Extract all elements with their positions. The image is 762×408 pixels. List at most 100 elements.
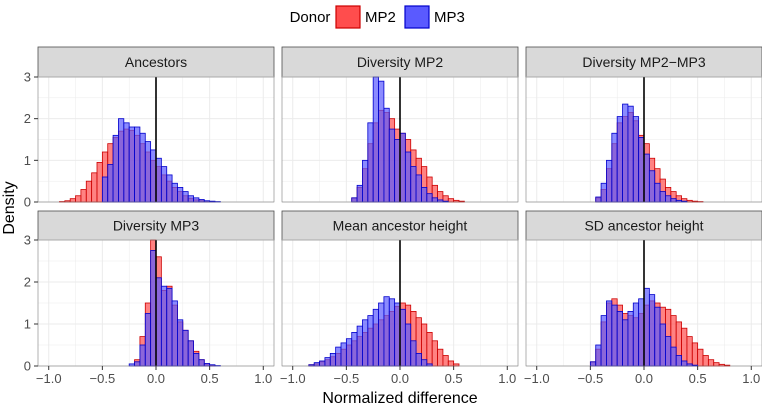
histogram-bar xyxy=(128,363,135,367)
histogram-bar xyxy=(654,182,661,203)
histogram-bar xyxy=(203,363,211,367)
panel-border xyxy=(281,76,519,203)
histogram-bar xyxy=(659,323,666,367)
histogram-bar xyxy=(372,308,379,367)
x-tick-label: 1.0 xyxy=(498,371,516,386)
panel-title: Diversity MP3 xyxy=(113,218,200,234)
histogram-bar xyxy=(627,105,634,203)
histogram-bar xyxy=(437,199,444,203)
histogram-bar xyxy=(378,80,385,203)
histogram-bar xyxy=(686,336,693,367)
histogram-bar xyxy=(107,164,114,203)
histogram-bar xyxy=(632,116,640,203)
histogram-bar xyxy=(616,116,623,203)
histogram-bar xyxy=(144,141,152,203)
histogram-bar xyxy=(166,287,173,367)
histogram-bar xyxy=(415,352,422,367)
histogram-bar xyxy=(707,359,715,367)
histogram-bar xyxy=(410,166,417,203)
panel: Diversity MP2−MP3 xyxy=(525,46,762,203)
histogram-bar xyxy=(622,103,629,203)
histogram-bar xyxy=(404,151,412,203)
histogram-bar xyxy=(648,294,656,367)
histogram-bar xyxy=(675,355,682,367)
x-tick-label: 0.0 xyxy=(635,371,653,386)
panel-title: Mean ancestor height xyxy=(333,218,468,234)
histogram-bar xyxy=(426,363,433,367)
histogram-bar xyxy=(611,304,618,367)
histogram-bar xyxy=(340,342,347,367)
histogram-bar xyxy=(319,360,326,367)
panel: Diversity MP2 xyxy=(281,46,519,203)
histogram-bar xyxy=(595,196,602,203)
histogram-bar xyxy=(638,298,645,367)
histogram-bar xyxy=(335,346,342,367)
x-tick-label: 0.5 xyxy=(689,371,707,386)
histogram-bar xyxy=(410,340,417,367)
histogram-bar xyxy=(198,199,205,203)
strip-background xyxy=(525,46,762,78)
y-tick-label: 0 xyxy=(24,195,31,210)
histogram-bar xyxy=(193,352,200,367)
histogram-bar xyxy=(345,338,353,367)
histogram-bar xyxy=(356,325,363,367)
y-tick-label: 1 xyxy=(24,317,31,332)
histogram-bar xyxy=(112,134,119,203)
histogram-bar xyxy=(670,346,677,367)
legend-key-mp2 xyxy=(336,6,360,28)
histogram-bar xyxy=(431,197,438,203)
histogram-bar xyxy=(600,182,607,203)
histogram-bar xyxy=(313,362,320,367)
legend-label-mp3: MP3 xyxy=(434,9,465,26)
histogram-bar xyxy=(648,170,656,203)
histogram-bar xyxy=(447,360,455,367)
histogram-bar xyxy=(356,184,363,203)
x-tick-label: −1.0 xyxy=(36,371,62,386)
y-tick-label: 2 xyxy=(24,111,31,126)
histogram-bar xyxy=(177,187,184,203)
panel: SD ancestor height −1.0 −0.5 0.0 0.5 1.0 xyxy=(524,210,762,386)
histogram-bar xyxy=(351,331,358,367)
histogram-bar xyxy=(198,359,205,367)
histogram-bar xyxy=(681,360,688,367)
histogram-bar xyxy=(426,331,433,367)
histogram-bar xyxy=(182,329,189,367)
histogram-bar xyxy=(150,149,157,203)
histogram-bar xyxy=(193,197,200,203)
y-tick-label: 0 xyxy=(24,359,31,374)
histogram-bar xyxy=(150,250,157,367)
histogram-bar xyxy=(85,180,93,203)
y-tick-label: 2 xyxy=(24,275,31,290)
histogram-bar xyxy=(383,296,390,367)
histogram-bar xyxy=(134,361,141,367)
histogram-bar xyxy=(606,159,613,203)
histogram-bar xyxy=(123,122,130,203)
histogram-bar xyxy=(177,319,184,367)
panels: Ancestors 0 1 2 3 Diversity MP2 Diversity MP2−… xyxy=(24,46,762,386)
histogram-bar xyxy=(166,174,173,203)
histogram-bar xyxy=(187,195,194,203)
x-tick-label: 1.0 xyxy=(254,371,272,386)
x-tick-label: 0.5 xyxy=(445,371,463,386)
histogram-bar xyxy=(372,76,379,203)
histogram-bar xyxy=(394,302,401,367)
histogram-bar xyxy=(362,159,369,203)
histogram-bar xyxy=(351,197,358,203)
histogram-bar xyxy=(611,132,618,203)
histogram-bar xyxy=(702,355,709,367)
panel-title: Ancestors xyxy=(125,54,187,70)
histogram-bar xyxy=(367,122,374,203)
histogram-bar xyxy=(75,195,82,203)
histogram-bar xyxy=(606,300,613,367)
panel-title: Diversity MP2−MP3 xyxy=(582,54,706,70)
histogram-bar xyxy=(659,191,666,203)
panel-border xyxy=(37,76,275,203)
histogram-bar xyxy=(160,166,168,203)
legend-key-mp3 xyxy=(405,6,429,28)
legend: Donor MP2 MP3 xyxy=(290,5,465,29)
histogram-bar xyxy=(139,132,146,203)
histogram-bar xyxy=(144,313,152,367)
histogram-bar xyxy=(665,195,672,203)
histogram-bar xyxy=(681,327,688,367)
